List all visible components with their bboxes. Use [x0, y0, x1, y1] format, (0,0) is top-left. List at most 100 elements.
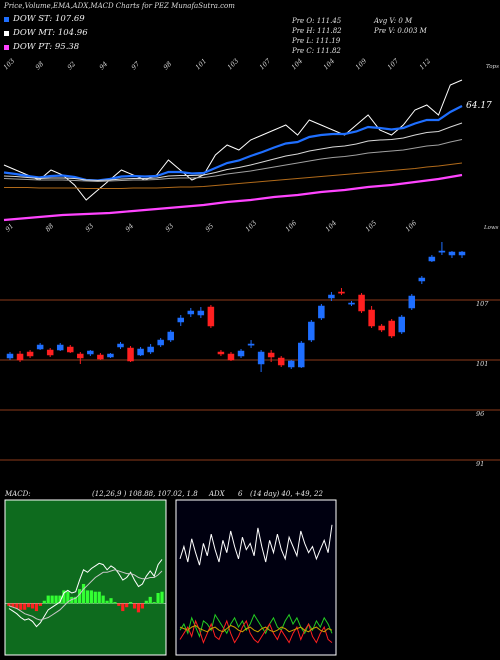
adx-values: (14 day) 40, +49, 22: [250, 490, 323, 498]
candle-body: [197, 310, 205, 316]
candle-body: [217, 351, 225, 355]
macd-background: [4, 499, 167, 656]
macd-histogram-bar: [42, 600, 46, 604]
dow-mt-label: DOW MT: 104.96: [13, 28, 88, 38]
macd-label: MACD:: [5, 490, 31, 498]
tops-label: 92: [66, 60, 78, 72]
tops-label: 103: [2, 57, 16, 71]
price-panel: 107 101 96 91: [0, 242, 500, 468]
adx-value: 6: [238, 490, 243, 498]
candle-body: [298, 342, 305, 368]
avg-volume: Avg V: 0 M: [374, 17, 413, 25]
macd-series-line: [8, 559, 163, 628]
macd-series-line: [8, 569, 163, 621]
tops-label: 103: [226, 57, 240, 71]
macd-histogram-bar: [156, 593, 160, 604]
lows-label: 106: [284, 219, 298, 233]
candle-body: [287, 360, 295, 368]
candle-body: [77, 353, 84, 359]
macd-histogram-bar: [50, 595, 54, 604]
tops-label: 97: [130, 59, 142, 71]
price-level-label: 101: [476, 360, 488, 368]
adx-label: ADX 6: [209, 490, 242, 498]
ema-series-line: [3, 79, 463, 201]
ema-right-label: 64.17: [466, 101, 492, 111]
lows-label: 104: [324, 219, 338, 233]
adx-series-line: [179, 524, 333, 566]
macd-histogram-bar: [78, 589, 82, 604]
macd-histogram-bar: [19, 603, 23, 610]
ema-series-line: [3, 105, 463, 182]
pre-close: Pre C: 111.82: [292, 47, 341, 55]
lows-label: 95: [204, 222, 216, 234]
candle-body: [378, 325, 385, 331]
pre-open: Pre O: 111.45: [292, 17, 342, 25]
tops-label: 104: [322, 57, 336, 71]
dow-mt-legend: DOW MT: 104.96: [4, 28, 88, 38]
candle-body: [388, 320, 395, 337]
macd-histogram-bar: [152, 602, 156, 604]
candle-body: [318, 305, 325, 319]
macd-histogram-bar: [136, 603, 141, 613]
adx-series-line: [179, 613, 333, 638]
candle-body: [267, 352, 275, 358]
price-level-label: 107: [476, 300, 489, 308]
macd-histogram-bar: [30, 603, 35, 609]
lows-label: 105: [364, 219, 378, 233]
macd-histogram-bar: [113, 602, 117, 604]
macd-histogram-bar: [23, 603, 27, 610]
macd-histogram-bar: [148, 596, 152, 604]
ema-series-line: [3, 139, 463, 183]
pre-high: Pre H: 111.82: [292, 27, 342, 35]
candle-body: [328, 294, 335, 299]
macd-histogram-bar: [105, 600, 109, 604]
dow-st-swatch: [4, 16, 9, 22]
macd-histogram-bar: [11, 603, 15, 608]
macd-histogram-bar: [46, 595, 50, 604]
macd-histogram-bar: [144, 600, 148, 604]
candle-body: [36, 344, 44, 350]
macd-panel: [4, 499, 167, 656]
tops-label: 109: [354, 57, 368, 71]
lows-label: 94: [124, 222, 136, 234]
candle-body: [127, 347, 134, 362]
candle-body: [418, 277, 426, 282]
tops-label: 98: [34, 60, 46, 72]
macd-histogram-bar: [109, 598, 113, 604]
candle-body: [428, 256, 436, 262]
dow-pt-legend: DOW PT: 95.38: [4, 42, 79, 52]
macd-histogram-bar: [93, 591, 97, 604]
candle-body: [67, 346, 74, 353]
tops-label: 107: [386, 56, 401, 71]
ema-panel: 103 98 92 94 97 98 101 103 107 104 104 109 107 112 91 8…: [2, 56, 499, 233]
macd-histogram-bar: [34, 603, 39, 612]
adx-panel: [175, 499, 337, 656]
candle-body: [448, 251, 456, 256]
tops-label: 112: [418, 57, 432, 71]
macd-histogram-bar: [160, 591, 164, 604]
candle-body: [157, 339, 164, 346]
adx-series-line: [179, 619, 333, 645]
candle-body: [16, 353, 24, 361]
candle-body: [46, 349, 54, 356]
candle-body: [398, 316, 405, 333]
pre-low: Pre L: 111.19: [292, 37, 341, 45]
tops-label: 98: [162, 60, 174, 72]
candle-body: [97, 354, 104, 360]
macd-histogram-bar: [15, 603, 19, 609]
ema-series-line: [3, 122, 463, 182]
macd-histogram-bar: [97, 591, 101, 604]
lows-label: 103: [244, 219, 258, 233]
candle-body: [348, 302, 355, 305]
macd-histogram-bar: [121, 603, 125, 612]
macd-values: (12,26,9 ) 108.88, 107.02, 1.8: [92, 490, 198, 498]
dow-st-legend: DOW ST: 107.69: [4, 14, 85, 24]
tops-label: 107: [258, 56, 273, 71]
macd-histogram-bar: [132, 603, 137, 609]
tops-label: 101: [194, 57, 208, 71]
macd-histogram-bar: [62, 590, 66, 604]
candle-body: [438, 250, 446, 253]
candle-body: [227, 353, 235, 361]
macd-histogram-bar: [140, 603, 144, 609]
